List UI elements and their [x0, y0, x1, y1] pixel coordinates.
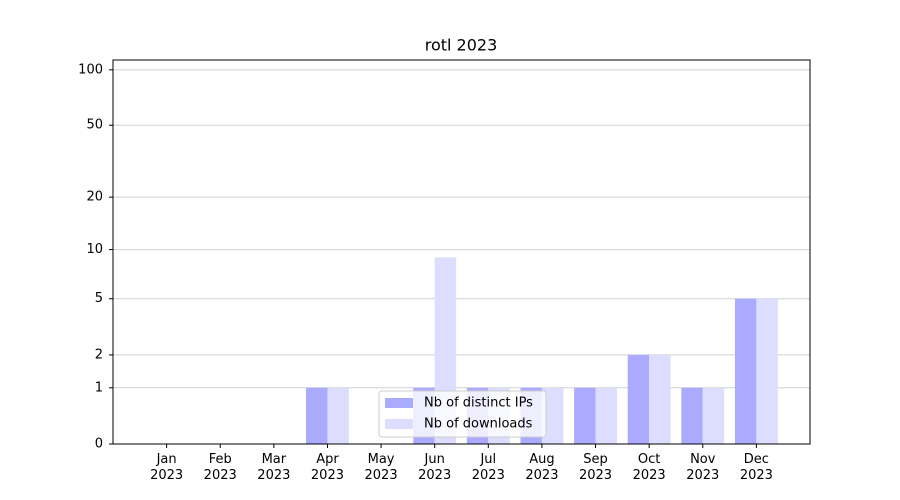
x-tick-label: Nov 2023: [686, 452, 720, 483]
x-tick-label: May 2023: [364, 452, 398, 483]
plot-frame: [112, 59, 811, 445]
legend-box: [378, 390, 547, 438]
y-tick-label: 5: [95, 291, 103, 306]
bar: [734, 298, 757, 444]
x-tick-label: Mar 2023: [257, 452, 291, 483]
grid: [113, 69, 810, 445]
bar: [756, 298, 778, 444]
y-tick-label: 2: [95, 347, 103, 362]
y-tick-label: 10: [86, 242, 103, 257]
y-tick-label: 100: [78, 62, 103, 77]
chart-title: rotl 2023: [425, 36, 498, 55]
bar: [306, 387, 328, 444]
bar: [649, 354, 671, 444]
bar: [627, 354, 650, 444]
x-tick-label: Jan 2023: [150, 452, 184, 483]
bar: [574, 387, 596, 444]
x-tick-label: Oct 2023: [632, 452, 666, 483]
legend-label: Nb of downloads: [424, 417, 533, 432]
x-tick-label: Feb 2023: [203, 452, 237, 483]
x-tick-label: Jun 2023: [418, 452, 452, 483]
x-tick-label: Apr 2023: [310, 452, 344, 483]
legend-label: Nb of distinct IPs: [424, 396, 533, 411]
legend-swatch: [385, 398, 413, 408]
y-tick-label: 1: [95, 380, 103, 395]
bar: [702, 387, 725, 444]
bar: [541, 387, 564, 444]
bar: [681, 387, 703, 444]
bar: [327, 387, 349, 444]
y-tick-label: 0: [95, 437, 103, 452]
y-tick-label: 50: [86, 118, 103, 133]
x-tick-label: Dec 2023: [739, 452, 773, 483]
x-tick-label: Sep 2023: [578, 452, 613, 483]
legend-swatch: [385, 419, 413, 429]
x-tick-label: Jul 2023: [471, 452, 505, 483]
bar: [595, 387, 617, 444]
x-tick-label: Aug 2023: [525, 452, 559, 483]
y-tick-label: 20: [86, 190, 103, 205]
